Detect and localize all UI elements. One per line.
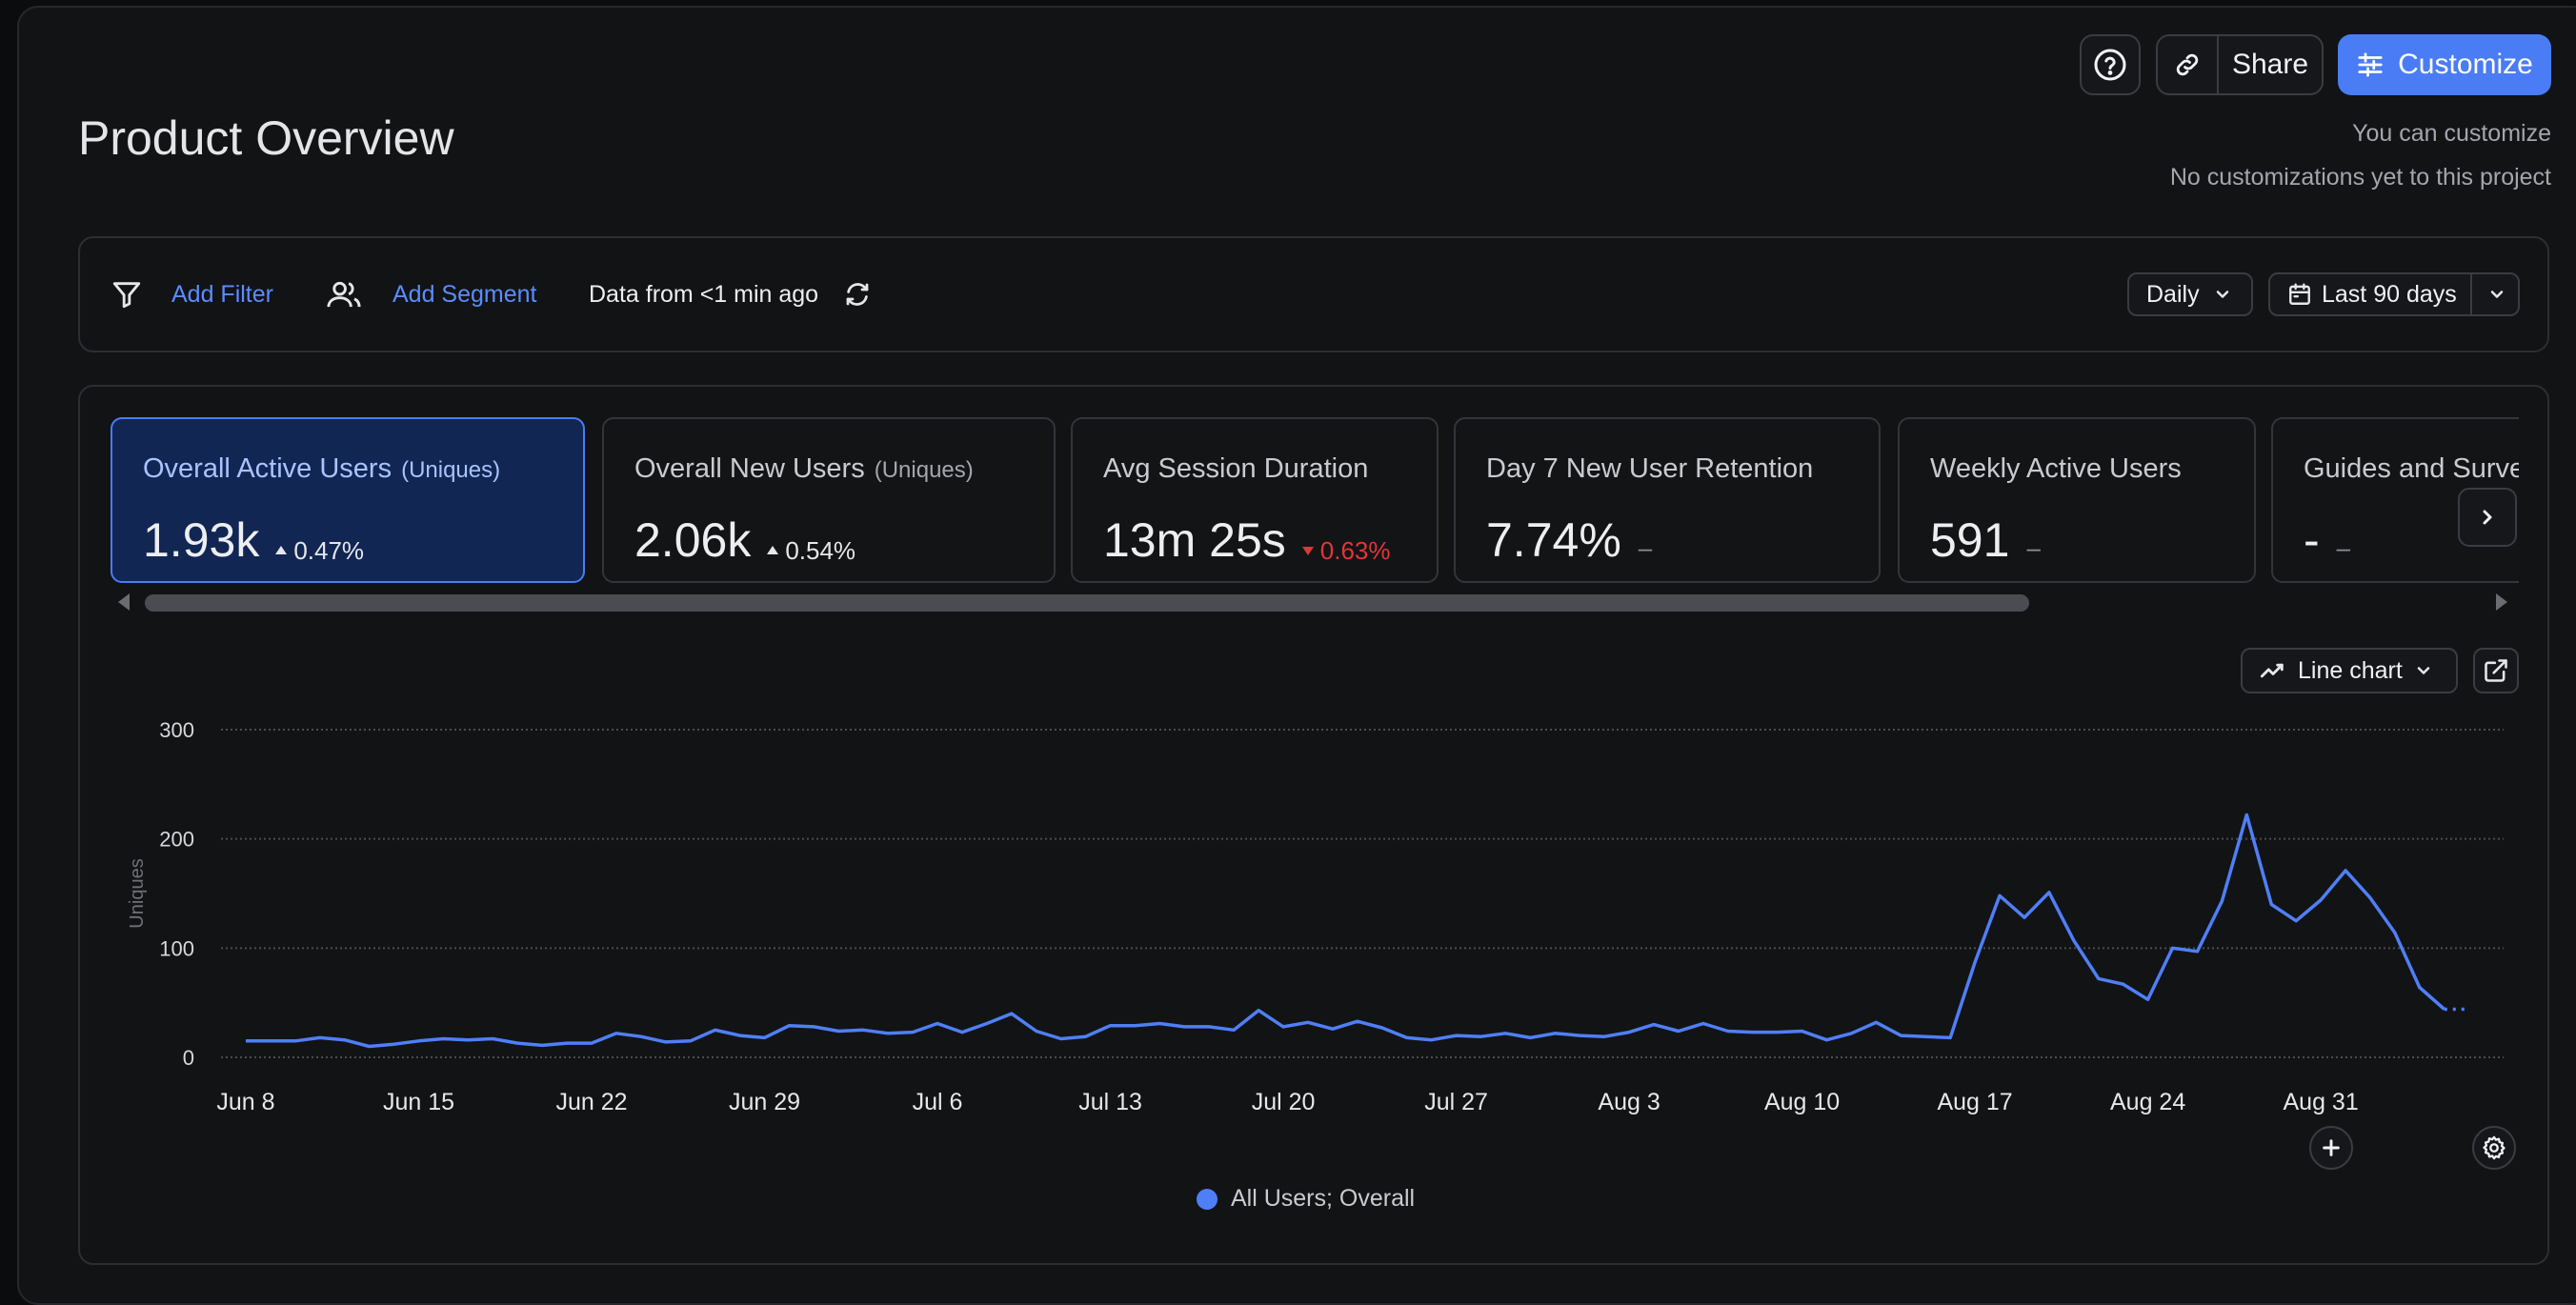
x-tick-label: Jun 15 [383,1089,454,1115]
metric-delta: – [1638,533,1653,562]
metric-delta: – [2336,533,2351,562]
refresh-icon[interactable] [843,280,872,309]
sliders-icon [2358,52,2383,77]
cards-scrollbar[interactable] [145,594,2029,612]
add-filter-button[interactable]: Add Filter [111,236,273,352]
scroll-right-arrow[interactable] [2496,593,2507,611]
x-tick-label: Jun 22 [555,1089,627,1115]
line-chart-icon [2260,663,2284,678]
x-tick-label: Aug 31 [2283,1089,2358,1115]
page-title: Product Overview [78,111,454,165]
x-tick-label: Jun 8 [216,1089,274,1115]
customize-status: No customizations yet to this project [2169,164,2551,191]
metric-value: 7.74% – [1486,513,1653,567]
filter-bar [78,236,2549,352]
filter-icon [112,282,141,309]
customize-label: Customize [2398,49,2533,80]
y-axis-label: Uniques [127,858,148,928]
customize-button[interactable]: Customize [2338,34,2551,95]
interval-label: Daily [2146,280,2200,308]
metric-title: Avg Session Duration [1103,453,1369,484]
date-range-select[interactable]: Last 90 days [2268,272,2520,316]
chevron-right-icon [2483,510,2492,525]
copy-link-button[interactable] [2158,36,2219,93]
x-tick-label: Jul 13 [1078,1089,1142,1115]
customize-note: You can customize [2352,120,2551,147]
calendar-icon [2289,283,2310,305]
x-tick-label: Jun 29 [729,1089,800,1115]
metric-card-overall-new-users[interactable]: Overall New Users (Uniques) 2.06k 0.54% [602,417,1056,583]
x-tick-label: Aug 17 [1937,1089,2012,1115]
data-freshness-label: Data from <1 min ago [589,280,819,308]
chevron-down-icon [2216,291,2228,298]
legend-dot [1197,1188,1218,1210]
open-chart-button[interactable] [2473,648,2519,693]
add-segment-button[interactable]: Add Segment [326,236,537,352]
y-tick-label: 100 [159,936,194,960]
metric-delta: – [2026,533,2041,562]
x-tick-label: Jul 20 [1252,1089,1316,1115]
metric-value: 2.06k 0.54% [634,513,856,567]
users-icon [327,281,361,308]
x-tick-label: Aug 24 [2110,1089,2185,1115]
date-range-label: Last 90 days [2322,280,2457,308]
chevron-down-icon [2417,667,2430,674]
dashboard-frame [17,6,2576,1305]
x-tick-label: Jul 6 [913,1089,963,1115]
link-icon [2176,53,2199,76]
add-annotation-button[interactable] [2309,1126,2353,1170]
gear-icon [2483,1135,2506,1160]
metric-card-weekly-active-users[interactable]: Weekly Active Users 591– [1898,417,2256,583]
metric-title: Guides and Surveys [2304,453,2519,484]
next-cards-button[interactable] [2458,488,2517,547]
help-button[interactable] [2080,34,2141,95]
metric-delta: 0.47% [274,536,364,566]
chevron-down-icon [2490,291,2504,298]
interval-select[interactable]: Daily [2127,272,2253,316]
metric-value: - – [2304,513,2351,567]
metric-title: Overall Active Users (Uniques) [143,453,501,484]
x-tick-label: Aug 3 [1598,1089,1660,1115]
chart-type-label: Line chart [2298,656,2403,684]
metric-card-overall-active-users[interactable]: Overall Active Users (Uniques) 1.93k 0.47… [111,417,585,583]
share-button-group: Share [2156,34,2324,95]
add-segment-label: Add Segment [392,280,537,308]
share-button[interactable]: Share [2231,49,2309,80]
metric-card-day7-retention[interactable]: Day 7 New User Retention 7.74% – [1454,417,1881,583]
caret-up-icon [767,546,779,554]
plus-icon [2323,1139,2340,1156]
chart-type-select[interactable]: Line chart [2241,648,2458,693]
metric-delta: 0.54% [766,536,855,566]
metric-value: 13m 25s 0.63% [1103,513,1391,567]
metric-delta: 0.63% [1301,536,1391,566]
date-range-menu-button[interactable] [2470,274,2522,314]
x-tick-label: Aug 10 [1764,1089,1840,1115]
y-tick-label: 200 [159,828,194,852]
x-tick-label: Jul 27 [1424,1089,1488,1115]
scroll-left-arrow[interactable] [118,593,130,611]
series-line [246,813,2445,1049]
data-freshness: Data from <1 min ago [589,236,872,352]
metric-value: 1.93k 0.47% [143,513,365,567]
metric-value: 591– [1930,513,2041,567]
metric-title: Day 7 New User Retention [1486,453,1814,484]
metric-title: Overall New Users (Uniques) [634,453,974,484]
chart-legend[interactable]: All Users; Overall [1197,1185,1415,1213]
y-tick-label: 300 [159,718,194,742]
metric-title: Weekly Active Users [1930,453,2182,484]
y-tick-label: 0 [183,1046,194,1070]
external-link-icon [2485,659,2507,682]
caret-down-icon [1301,547,1314,555]
caret-up-icon [275,546,288,554]
help-icon [2094,49,2126,81]
legend-label: All Users; Overall [1231,1185,1416,1212]
chart-settings-button[interactable] [2472,1126,2516,1170]
metric-card-avg-session-duration[interactable]: Avg Session Duration 13m 25s 0.63% [1071,417,1439,583]
add-filter-label: Add Filter [171,280,273,308]
main-panel [78,385,2549,1265]
